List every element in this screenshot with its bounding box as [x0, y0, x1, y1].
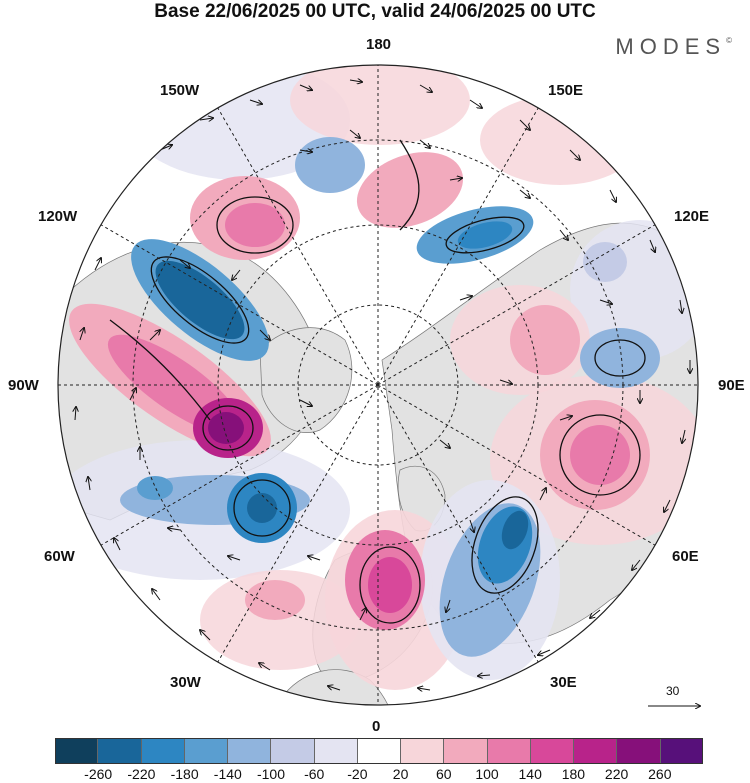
anomaly-neg	[583, 242, 627, 282]
color-scale-tick-label: -100	[256, 766, 286, 782]
color-scale-tick-label: 260	[648, 766, 672, 782]
color-scale-cell	[660, 738, 703, 764]
color-scale-tick-label: -260	[84, 766, 113, 782]
color-scale-tick-label: -60	[304, 766, 325, 782]
color-scale-bar	[55, 738, 703, 764]
color-scale-ticks: -260 -220 -180 -140 -100 -60 -20 20 60 100 140 180 2…	[55, 766, 703, 783]
color-scale-cell	[141, 738, 185, 764]
anomaly-pos	[225, 203, 285, 247]
color-scale-cell	[487, 738, 531, 764]
color-scale-cell	[98, 738, 142, 764]
anomaly-neg	[457, 221, 513, 249]
color-scale-cell	[357, 738, 402, 764]
lon-label-120w: 120W	[38, 208, 78, 225]
lon-label-120e: 120E	[674, 208, 710, 225]
lon-label-30e: 30E	[550, 674, 577, 691]
land-greenland	[259, 327, 353, 433]
color-scale-cell	[271, 738, 315, 764]
lon-label-150e: 150E	[548, 82, 584, 99]
lon-label-0: 0	[372, 718, 381, 735]
anomaly-pos-strong	[208, 412, 244, 444]
anomaly-pos-weak	[200, 570, 360, 670]
anomaly-neg	[501, 510, 529, 550]
map-disc	[58, 65, 698, 705]
color-scale-tick-label: -20	[347, 766, 368, 782]
color-scale-cell	[314, 738, 358, 764]
color-scale-tick-label: -180	[170, 766, 199, 782]
lon-label-150w: 150W	[160, 82, 200, 99]
lon-label-30w: 30W	[170, 674, 201, 691]
anomaly-pos	[356, 152, 464, 228]
color-scale-cell	[228, 738, 272, 764]
map-title: Base 22/06/2025 00 UTC, valid 24/06/2025…	[154, 1, 596, 22]
copyright-mark: ©	[726, 36, 732, 45]
color-scale-tick-label: 220	[604, 766, 629, 782]
color-scale-tick-label: -220	[127, 766, 156, 782]
anomaly-neg	[247, 493, 277, 523]
graticule	[58, 65, 698, 705]
color-scale-tick-label: 140	[518, 766, 542, 782]
anomaly-neg	[295, 137, 365, 193]
color-scale-cell	[55, 738, 99, 764]
reference-vector-label: 30	[666, 684, 680, 698]
color-scale-tick-label: 60	[436, 766, 452, 782]
anomaly-pos-weak	[290, 65, 470, 145]
anomaly-neg	[580, 328, 660, 388]
color-scale-tick-label: 180	[561, 766, 586, 782]
wind-vectors	[75, 80, 690, 690]
color-scale-cell	[401, 738, 445, 764]
anomaly-neg	[137, 476, 173, 500]
map-boundary	[57, 64, 699, 706]
anomaly-pos	[570, 425, 630, 485]
color-scale-tick-label: 100	[475, 766, 499, 782]
color-scale-cell	[574, 738, 618, 764]
color-scale-cell	[184, 738, 229, 764]
color-scale-tick-label: -140	[213, 766, 242, 782]
lon-label-180: 180	[366, 36, 392, 53]
anomaly-pos	[510, 305, 580, 375]
lon-label-60w: 60W	[44, 548, 75, 565]
lon-label-90w: 90W	[8, 377, 39, 394]
color-scale-cell	[530, 738, 575, 764]
contour-lines	[109, 139, 646, 624]
brand-logo: MODES©	[615, 34, 732, 60]
color-scale-cell	[617, 738, 661, 764]
polar-stereographic-map	[57, 64, 750, 740]
anomaly-pos	[368, 557, 412, 613]
color-scale-tick-label: 20	[392, 766, 409, 782]
lon-label-90e: 90E	[718, 377, 745, 394]
color-scale-cell	[444, 738, 488, 764]
brand-name: MODES	[615, 34, 727, 59]
lon-label-60e: 60E	[672, 548, 699, 565]
anomaly-neg	[155, 260, 245, 340]
